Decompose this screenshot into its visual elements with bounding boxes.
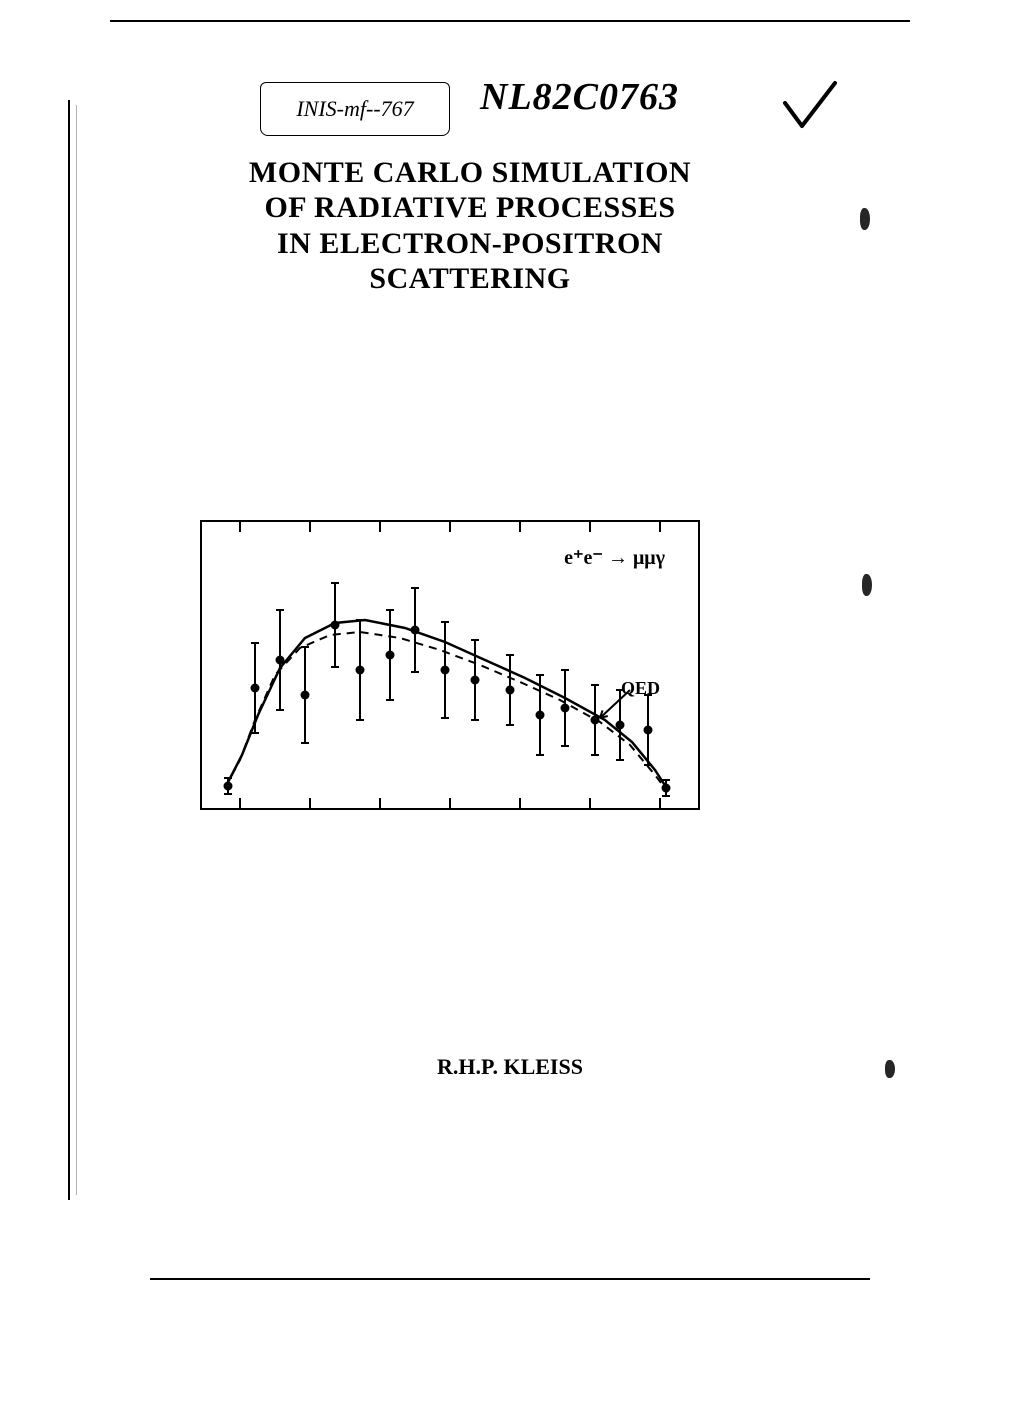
page-title: MONTE CARLO SIMULATION OF RADIATIVE PROC… — [200, 155, 740, 297]
qed-label: QED — [621, 678, 660, 699]
handwritten-code-box: INIS-mf--767 — [260, 82, 450, 136]
document-number: NL82C0763 — [480, 75, 679, 119]
page-root: INIS-mf--767 NL82C0763 MONTE CARLO SIMUL… — [50, 20, 970, 1370]
left-margin-inner-rule — [76, 105, 77, 1195]
bottom-rule — [150, 1278, 870, 1280]
checkmark-icon — [780, 78, 840, 138]
ink-mark — [862, 574, 872, 596]
title-line-3: IN ELECTRON-POSITRON — [200, 226, 740, 261]
reaction-label: e⁺e⁻ → μμγ — [564, 545, 665, 570]
title-line-1: MONTE CARLO SIMULATION — [200, 155, 740, 190]
top-edge-rule — [110, 20, 910, 22]
title-line-2: OF RADIATIVE PROCESSES — [200, 190, 740, 225]
handwritten-code-text: INIS-mf--767 — [296, 96, 413, 122]
ink-mark — [860, 208, 870, 230]
ink-mark — [885, 1060, 895, 1078]
title-line-4: SCATTERING — [200, 261, 740, 296]
author-name: R.H.P. KLEISS — [50, 1054, 970, 1080]
left-margin-rule — [68, 100, 70, 1200]
chart-figure: e⁺e⁻ → μμγ QED — [200, 520, 700, 810]
